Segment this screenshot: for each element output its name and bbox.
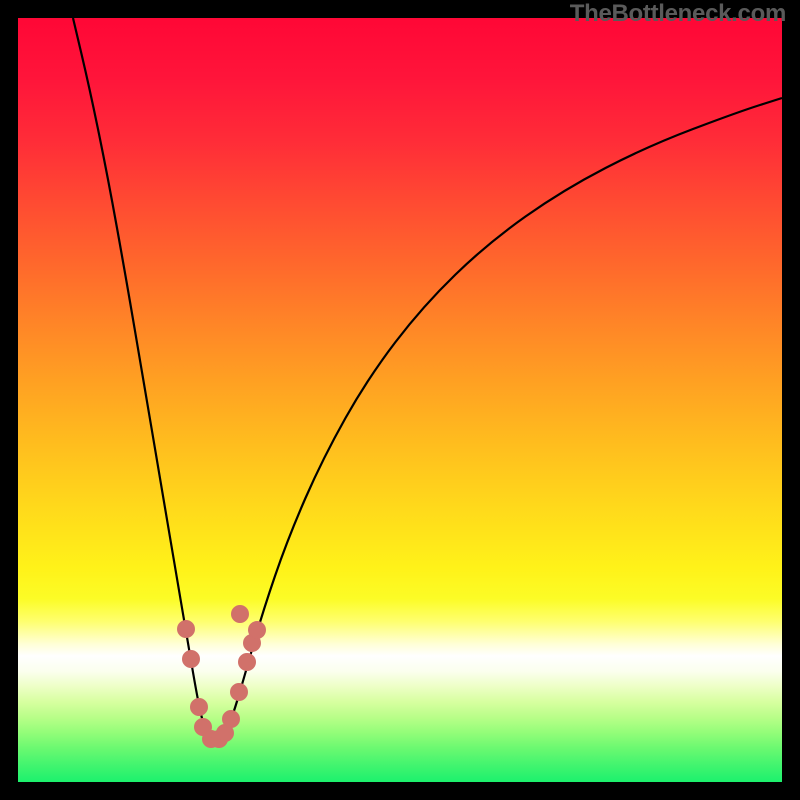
plot-area	[18, 18, 782, 782]
data-marker	[223, 711, 240, 728]
data-marker	[239, 654, 256, 671]
data-marker	[231, 684, 248, 701]
frame-border-bottom	[0, 782, 800, 800]
data-marker	[178, 621, 195, 638]
data-marker	[191, 699, 208, 716]
frame-border-right	[782, 0, 800, 800]
data-marker	[232, 606, 249, 623]
frame-border-left	[0, 0, 18, 800]
bottleneck-curve-chart	[18, 18, 782, 782]
data-marker	[249, 622, 266, 639]
data-marker	[183, 651, 200, 668]
watermark-text: TheBottleneck.com	[570, 0, 786, 28]
chart-frame: TheBottleneck.com	[0, 0, 800, 800]
gradient-background	[18, 18, 782, 782]
